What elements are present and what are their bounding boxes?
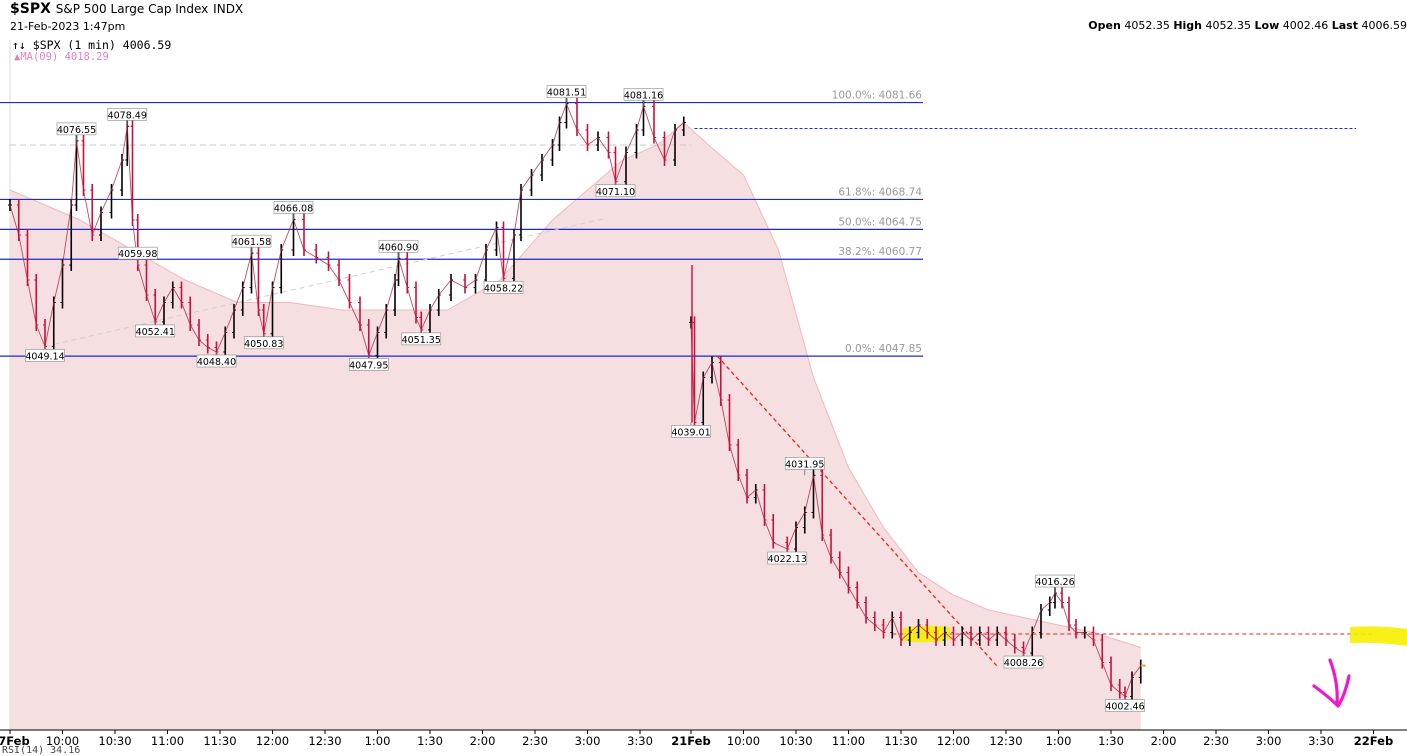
highlight-marker-right [1350,626,1407,646]
price-label: 4008.26 [1004,658,1043,669]
open-value: 4052.35 [1124,19,1170,32]
x-tick-label: 22Feb [1354,734,1393,748]
open-label: Open [1088,19,1121,32]
price-label: 4076.55 [57,125,96,136]
price-label: 4016.26 [1035,577,1074,588]
x-tick-label: 11:00 [151,734,184,748]
x-tick-label: 3:30 [627,734,653,748]
price-label: 4051.35 [402,335,441,346]
ticker-exchange: INDX [213,2,243,16]
series-legend-icon: ↑↓ [12,38,26,52]
ticker-description: S&P 500 Large Cap Index [56,2,209,16]
chart-date: 21-Feb-2023 1:47pm [10,20,125,33]
x-tick-label: 3:30 [1308,734,1334,748]
high-value: 4052.35 [1206,19,1252,32]
low-label: Low [1255,19,1280,32]
price-label: 4049.14 [25,351,64,362]
price-label: 4081.16 [624,90,663,101]
fib-label-2: 50.0%: 4064.75 [838,216,922,228]
price-label: 4048.40 [197,357,236,368]
x-tick-label: 2:00 [470,734,496,748]
ohlc-readout: Open 4052.35 High 4052.35 Low 4002.46 La… [1088,19,1407,32]
x-tick-label: 1:30 [1098,734,1124,748]
price-label: 4059.98 [118,249,157,260]
x-tick-label: 1:00 [1046,734,1072,748]
series-legend: ↑↓ $SPX (1 min) 4006.59 [12,38,171,52]
price-label: 4071.10 [596,187,635,198]
price-label: 4052.41 [136,327,175,338]
x-tick-label: 12:00 [937,734,970,748]
x-tick-label: 2:00 [1151,734,1177,748]
price-label: 4002.46 [1105,702,1144,713]
last-value: 4006.59 [1362,19,1407,32]
x-tick-label: 11:30 [203,734,236,748]
x-tick-label: 12:30 [308,734,341,748]
x-tick-label: 21Feb [671,734,710,748]
price-label: 4022.13 [768,554,807,565]
x-tick-label: 12:00 [256,734,289,748]
fib-label-1: 61.8%: 4068.74 [838,186,922,198]
x-tick-label: 12:30 [989,734,1022,748]
last-label: Last [1332,19,1358,32]
x-tick-label: 1:30 [417,734,443,748]
rsi-legend: RSI(14) 34.16 [2,745,80,756]
low-value: 4002.46 [1283,19,1329,32]
price-label: 4081.51 [547,88,586,99]
x-tick-label: 10:30 [98,734,131,748]
ticker-title: $SPX S&P 500 Large Cap Index INDX [10,1,243,17]
x-tick-label: 2:30 [1203,734,1229,748]
price-label: 4039.01 [671,427,710,438]
price-label: 4047.95 [349,360,388,371]
fib-label-3: 38.2%: 4060.77 [838,246,922,258]
x-tick-label: 10:30 [779,734,812,748]
x-tick-label: 3:00 [1256,734,1282,748]
x-tick-label: 1:00 [365,734,391,748]
fib-label-4: 0.0%: 4047.85 [845,343,922,355]
price-label: 4058.22 [484,283,523,294]
x-tick-label: 10:00 [727,734,760,748]
fib-label-0: 100.0%: 4081.66 [832,90,923,102]
ma-legend-text: MA(09) 4018.29 [20,51,109,63]
price-label: 4050.83 [244,339,283,350]
price-label: 4031.95 [785,459,824,470]
x-tick-label: 2:30 [522,734,548,748]
high-label: High [1173,19,1202,32]
annotation-arrow-icon [1314,660,1349,706]
price-label: 4078.49 [108,110,147,121]
ticker-symbol: $SPX [10,1,51,17]
ma-legend: ▲MA(09) 4018.29 [14,51,109,63]
series-legend-text: $SPX (1 min) 4006.59 [33,38,171,52]
price-label: 4060.90 [379,242,418,253]
x-tick-label: 3:00 [575,734,601,748]
x-tick-label: 11:30 [884,734,917,748]
x-tick-label: 11:00 [832,734,865,748]
price-label: 4061.58 [232,237,271,248]
price-label: 4066.08 [274,203,313,214]
